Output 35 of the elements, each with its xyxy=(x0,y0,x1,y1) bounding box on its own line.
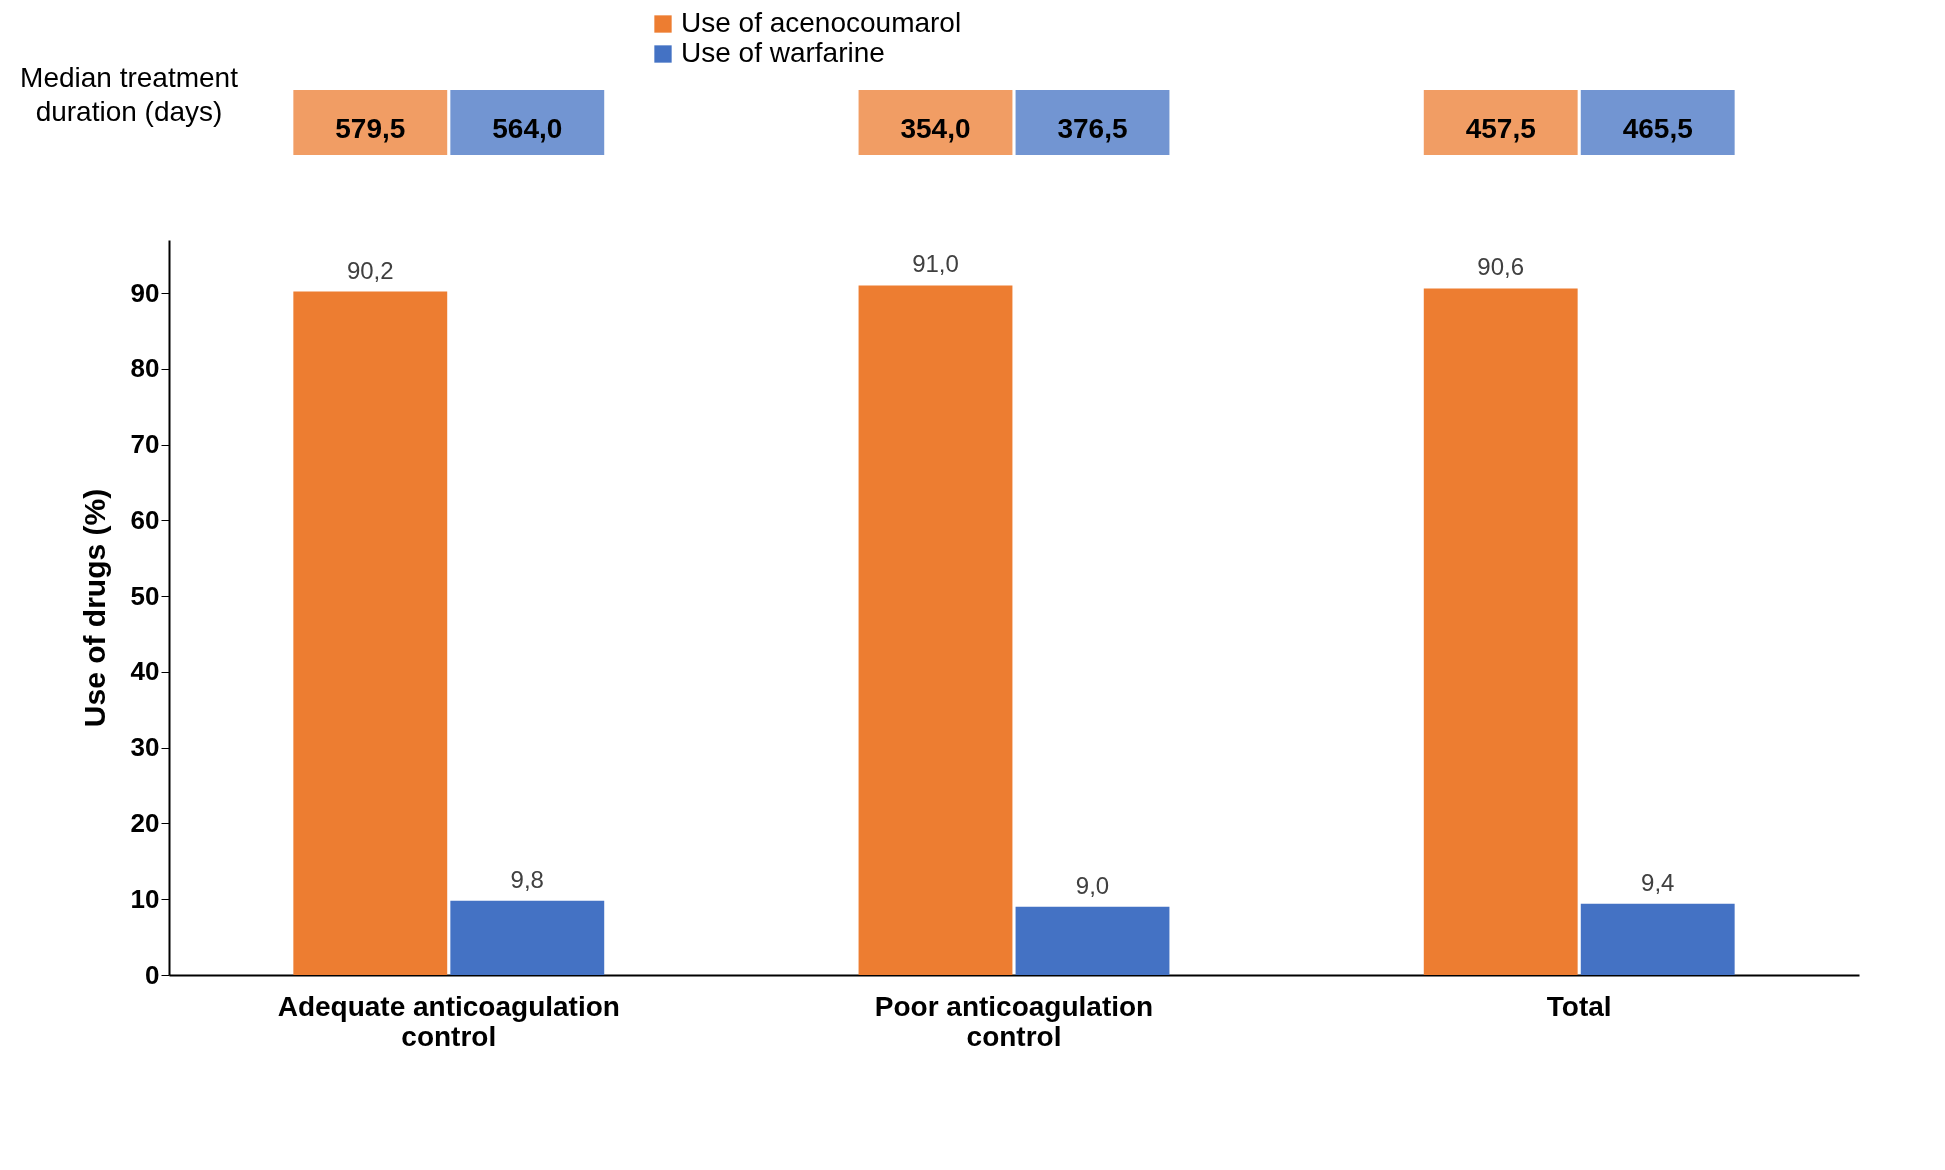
data-label: 91,0 xyxy=(912,250,959,278)
text: 465,5 xyxy=(1622,113,1693,144)
x-tick-label: Total xyxy=(1546,990,1612,1022)
data-label: 90,6 xyxy=(1477,253,1525,281)
text: Median treatment duration (days) xyxy=(20,62,239,127)
bar xyxy=(858,285,1013,975)
text: 564,0 xyxy=(492,113,563,144)
data-label: 9,0 xyxy=(1075,871,1110,899)
text: 457,5 xyxy=(1465,113,1536,144)
bar xyxy=(1015,906,1170,975)
bar xyxy=(1580,903,1735,975)
data-label: 9,4 xyxy=(1641,868,1675,896)
legend-label: Use of acenocoumarol xyxy=(681,7,962,38)
bar xyxy=(293,291,448,975)
y-tick-label: 10 xyxy=(130,883,160,914)
text: 354,0 xyxy=(900,113,971,144)
text: 376,5 xyxy=(1057,113,1128,144)
y-tick-label: 70 xyxy=(130,429,160,460)
text: 579,5 xyxy=(335,113,406,144)
bar xyxy=(1423,288,1578,975)
y-tick-label: 60 xyxy=(130,504,160,535)
y-tick-label: 20 xyxy=(130,807,160,838)
legend-label: Use of warfarine xyxy=(681,37,885,68)
x-tick-label: Adequate anticoagulation control xyxy=(277,990,620,1052)
y-tick-label: 80 xyxy=(130,353,160,384)
y-tick-label: 30 xyxy=(130,732,160,763)
data-label: 9,8 xyxy=(510,865,544,893)
data-label: 90,2 xyxy=(346,256,394,284)
bar xyxy=(450,900,605,975)
y-tick-label: 0 xyxy=(145,959,160,990)
y-axis-title: Use of drugs (%) xyxy=(77,488,111,728)
y-tick-label: 50 xyxy=(130,580,160,611)
y-tick-label: 90 xyxy=(130,277,160,308)
y-tick-label: 40 xyxy=(130,656,160,687)
x-tick-label: Poor anticoagulation control xyxy=(874,990,1154,1052)
